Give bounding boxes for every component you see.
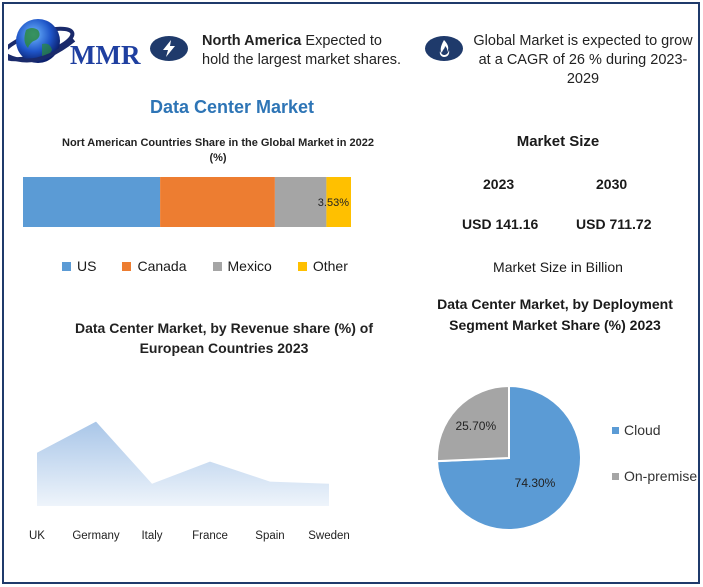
legend-label: Other [312,258,348,274]
pie-data-label: 25.70% [455,419,496,433]
main-title: Data Center Market [149,97,315,117]
legend-swatch [62,261,71,271]
legend-swatch-cloud [612,426,619,434]
stacked-bar-title: Nort American Countries Share in the Glo… [62,137,374,164]
pie-legend-on-premise: On-premise [612,468,697,484]
pie-chart-title: Data Center Market, by Deployment Segmen… [437,296,673,333]
logo-text: MMR [70,40,141,70]
x-tick-label-italy: Italy [141,530,162,542]
pie-chart: 74.30% 25.70% [436,384,582,531]
x-tick-label-france: France [192,530,228,542]
area-series [37,421,329,506]
market-size-unit: Market Size in Billion [493,259,623,275]
area-chart: UK Germany Italy France Spain Sweden [29,421,350,542]
x-tick-label-uk: UK [29,530,45,542]
market-size-value-2030: USD 711.72 [576,216,652,232]
legend-label: Canada [137,258,187,274]
bar-segment-other [326,177,351,227]
legend-label: US [77,258,97,274]
legend-label: Mexico [227,258,272,274]
bar-segment-canada [160,177,275,227]
bar-segment-us [23,177,161,227]
flame-icon [425,36,463,61]
highlight-north-america: North America Expected to hold the large… [150,32,410,70]
x-tick-label-sweden: Sweden [308,530,350,542]
stacked-bar-legend: US Canada Mexico Other [62,258,348,274]
stacked-bar-chart: 3.53% [23,177,351,227]
legend-swatch-on-premise [612,472,619,480]
area-chart-title: Data Center Market, by Revenue share (%)… [75,320,373,356]
legend-item-us: US [62,258,96,274]
pie-data-label: 74.30% [515,476,556,490]
pie-legend-cloud: Cloud [612,422,661,438]
legend-item-canada: Canada [122,258,187,274]
legend-item-other: Other [297,258,348,274]
lightning-icon [150,36,188,61]
bar-data-label: 3.53% [318,197,349,209]
market-size-title: Market Size [516,133,600,150]
highlight-text: North America Expected to hold the large… [202,33,402,68]
market-size-value-2023: USD 141.16 [462,216,539,232]
bar-segment-mexico [274,177,327,227]
x-tick-label-spain: Spain [255,530,284,542]
legend-swatch [122,261,132,271]
mmr-logo: MMR [1,14,141,74]
highlight-text: Global Market is expected to grow at a C… [473,33,693,87]
market-size-year-2030: 2030 [596,176,628,192]
market-size-year-2023: 2023 [483,176,515,192]
legend-item-mexico: Mexico [212,258,272,274]
pie-slice-on-premise [436,384,510,463]
x-tick-label-germany: Germany [72,530,120,542]
highlight-global-cagr: Global Market is expected to grow at a C… [425,32,695,89]
legend-swatch [212,261,222,271]
legend-swatch [297,261,307,271]
